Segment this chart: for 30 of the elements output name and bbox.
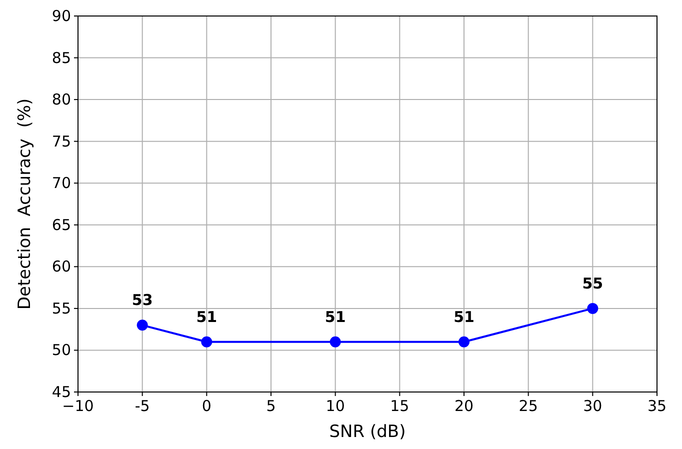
x-tick-label: -5 [134,397,150,415]
y-tick-label: 50 [52,341,71,360]
point [330,336,341,348]
y-tick-label: 55 [52,299,71,318]
x-tick-label: 5 [266,397,276,415]
y-tick-label: 65 [52,216,71,234]
x-tick-label: 10 [326,397,345,415]
x-axis-title: SNR (dB) [329,422,406,442]
y-tick-label: 80 [52,90,71,109]
x-tick-label: 0 [202,397,212,415]
data-label: 53 [132,291,153,310]
point [458,336,470,348]
y-tick-label: 85 [52,48,71,67]
x-tick-label: 30 [583,397,602,415]
point [201,336,212,348]
data-label: 51 [196,308,218,326]
x-tick-label: 35 [647,397,667,415]
data-label: 51 [454,308,474,326]
y-tick-label: 70 [52,174,71,192]
x-tick-label: 25 [518,397,538,415]
point [587,302,598,314]
y-tick-label: 75 [52,132,71,150]
point [136,320,148,331]
y-axis-title: Detection Accuracy (%) [15,98,35,310]
y-tick-label: 60 [52,258,71,276]
data-label: 51 [324,308,346,326]
x-tick-label: 20 [454,397,474,415]
y-tick-label: 90 [52,7,71,25]
x-tick-label: 15 [390,397,410,415]
data-label: 55 [582,274,604,292]
